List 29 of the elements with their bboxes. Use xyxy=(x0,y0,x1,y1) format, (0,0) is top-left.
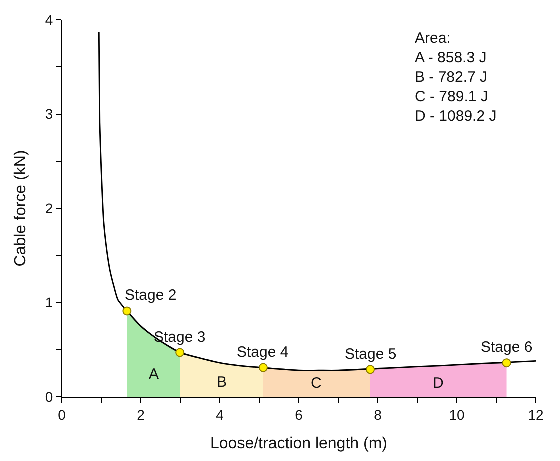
y-tick-label: 4 xyxy=(45,12,54,28)
annotation: Stage 4 xyxy=(237,344,289,361)
y-axis-title: Cable force (kN) xyxy=(12,150,30,267)
x-tick-label: 0 xyxy=(58,406,66,423)
series-label: A xyxy=(149,366,160,383)
annotation: Stage 3 xyxy=(154,329,206,346)
point xyxy=(176,348,185,358)
x-tick-label: 2 xyxy=(137,406,146,423)
x-axis-title: Loose/traction length (m) xyxy=(210,436,388,452)
x-tick-label: 4 xyxy=(216,406,224,423)
x-tick-label: 12 xyxy=(528,406,544,423)
series-label: D xyxy=(433,375,444,392)
y-tick-label: 3 xyxy=(45,106,54,122)
x-tick-label: 10 xyxy=(449,406,465,423)
point xyxy=(258,363,268,372)
y-tick-label: 0 xyxy=(45,388,54,405)
point xyxy=(122,306,132,316)
y-tick-label: 1 xyxy=(45,294,54,311)
annotation: Stage 2 xyxy=(125,287,177,304)
annotation: Area: A - 858.3 J B - 782.7 J C - 789.1 J D - 1089.2 J xyxy=(415,30,497,125)
y-tick-label: 2 xyxy=(45,200,54,216)
point xyxy=(502,358,512,368)
point xyxy=(366,365,375,374)
annotation: Stage 5 xyxy=(345,346,397,363)
series-label: C xyxy=(311,375,322,392)
series-label: B xyxy=(217,374,228,391)
x-tick-label: 6 xyxy=(295,406,304,423)
x-tick-label: 8 xyxy=(374,406,382,423)
annotation: Stage 6 xyxy=(481,339,533,356)
